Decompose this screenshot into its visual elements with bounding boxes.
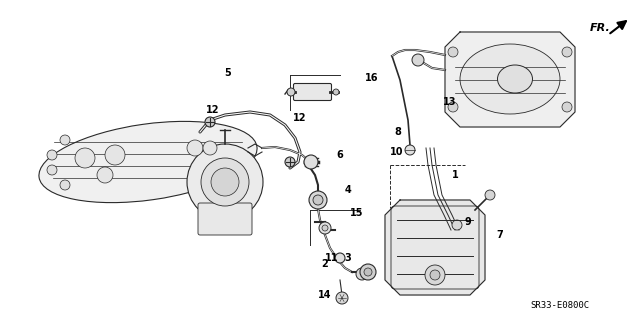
Text: 11: 11	[325, 253, 339, 263]
Text: 5: 5	[225, 68, 232, 78]
Circle shape	[335, 253, 345, 263]
Text: 10: 10	[390, 147, 404, 157]
Circle shape	[285, 157, 295, 167]
Text: 13: 13	[444, 97, 457, 107]
Text: 4: 4	[344, 185, 351, 195]
FancyBboxPatch shape	[198, 203, 252, 235]
Text: FR.: FR.	[590, 23, 611, 33]
Circle shape	[287, 88, 295, 96]
Circle shape	[187, 144, 263, 220]
Text: 12: 12	[206, 105, 220, 115]
Circle shape	[47, 150, 57, 160]
Text: 8: 8	[395, 127, 401, 137]
Text: 14: 14	[318, 290, 332, 300]
Circle shape	[47, 165, 57, 175]
Circle shape	[430, 270, 440, 280]
Polygon shape	[385, 200, 485, 295]
Circle shape	[60, 180, 70, 190]
Polygon shape	[445, 32, 575, 127]
Circle shape	[448, 102, 458, 112]
Circle shape	[364, 268, 372, 276]
Circle shape	[322, 225, 328, 231]
Text: 3: 3	[344, 253, 351, 263]
Text: 2: 2	[322, 259, 328, 269]
Ellipse shape	[497, 65, 532, 93]
Circle shape	[97, 167, 113, 183]
Ellipse shape	[39, 121, 257, 203]
Circle shape	[75, 148, 95, 168]
Circle shape	[201, 158, 249, 206]
Circle shape	[452, 220, 462, 230]
Circle shape	[211, 168, 239, 196]
Text: SR33-E0800C: SR33-E0800C	[531, 300, 589, 309]
Circle shape	[319, 222, 331, 234]
Text: 16: 16	[365, 73, 379, 83]
Circle shape	[304, 155, 318, 169]
Circle shape	[60, 135, 70, 145]
Circle shape	[425, 265, 445, 285]
Text: 6: 6	[337, 150, 344, 160]
Circle shape	[333, 89, 339, 95]
Text: 7: 7	[497, 230, 504, 240]
Text: 1: 1	[452, 170, 458, 180]
Circle shape	[360, 264, 376, 280]
Circle shape	[562, 47, 572, 57]
Circle shape	[448, 47, 458, 57]
Circle shape	[313, 195, 323, 205]
FancyBboxPatch shape	[294, 84, 332, 100]
Circle shape	[412, 54, 424, 66]
Circle shape	[405, 145, 415, 155]
Circle shape	[356, 268, 368, 280]
Circle shape	[203, 141, 217, 155]
Ellipse shape	[460, 44, 560, 114]
Circle shape	[336, 292, 348, 304]
Text: 15: 15	[350, 208, 364, 218]
Circle shape	[187, 140, 203, 156]
Circle shape	[485, 190, 495, 200]
Circle shape	[205, 117, 215, 127]
Circle shape	[309, 191, 327, 209]
Text: 9: 9	[465, 217, 472, 227]
Text: 12: 12	[293, 113, 307, 123]
Circle shape	[562, 102, 572, 112]
Circle shape	[105, 145, 125, 165]
